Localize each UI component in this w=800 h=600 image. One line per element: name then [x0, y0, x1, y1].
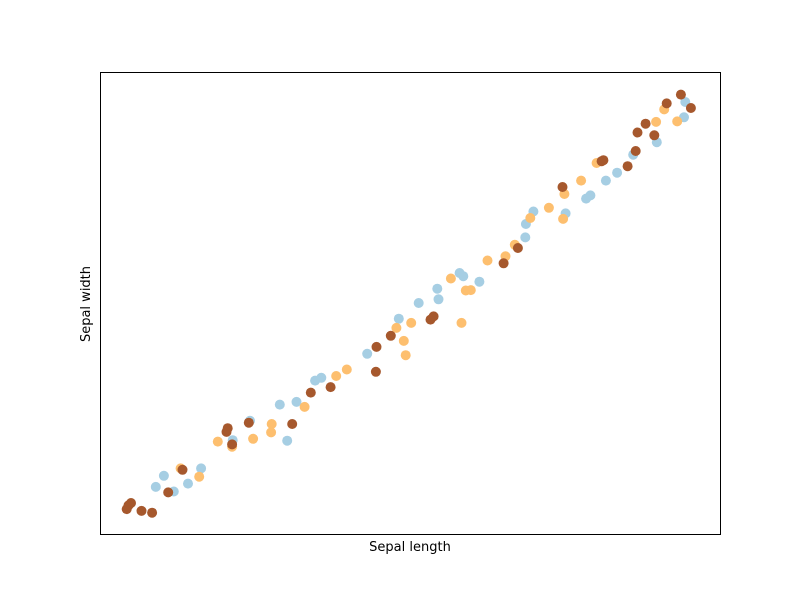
data-point: [543, 202, 554, 213]
data-point: [406, 317, 417, 328]
data-point: [136, 505, 147, 516]
data-point: [212, 436, 223, 447]
data-point: [248, 433, 259, 444]
data-point: [316, 372, 327, 383]
data-point: [598, 155, 609, 166]
data-point: [512, 243, 523, 253]
data-point: [291, 396, 302, 407]
data-point: [675, 89, 686, 100]
data-point: [651, 116, 662, 127]
data-point: [183, 478, 193, 489]
data-point: [362, 348, 373, 359]
data-point: [282, 435, 293, 446]
data-point: [640, 118, 651, 129]
data-point: [465, 285, 476, 296]
data-point: [498, 258, 509, 269]
data-point: [305, 387, 316, 398]
plot-area: [100, 72, 721, 535]
data-point: [227, 439, 238, 450]
data-point: [585, 190, 596, 201]
data-point: [194, 471, 205, 482]
data-point: [400, 350, 411, 361]
data-point: [474, 276, 485, 287]
data-point: [622, 161, 633, 172]
data-point: [685, 103, 696, 113]
data-point: [445, 273, 456, 284]
data-point: [158, 470, 169, 481]
data-point: [557, 182, 568, 192]
data-point: [525, 213, 536, 223]
data-point: [482, 255, 493, 266]
data-point: [266, 427, 277, 438]
data-point: [630, 146, 641, 156]
series-2: [175, 104, 683, 482]
data-point: [391, 322, 402, 333]
data-point: [325, 382, 336, 393]
data-point: [413, 298, 424, 308]
data-point: [371, 341, 382, 352]
data-point: [432, 283, 443, 294]
data-point: [222, 423, 233, 434]
data-point: [163, 487, 174, 498]
data-point: [661, 98, 672, 109]
points-layer: [121, 89, 696, 518]
data-point: [266, 419, 277, 429]
data-point: [649, 130, 660, 141]
data-point: [243, 417, 254, 428]
data-point: [576, 175, 587, 186]
data-point: [274, 399, 285, 410]
data-point: [331, 371, 342, 381]
series-3: [121, 89, 696, 518]
data-point: [456, 317, 467, 328]
data-point: [520, 232, 531, 243]
data-point: [370, 366, 381, 377]
data-point: [393, 313, 404, 324]
data-point: [672, 116, 683, 127]
data-point: [341, 364, 352, 375]
x-axis-label: Sepal length: [369, 540, 451, 555]
data-point: [147, 507, 158, 518]
data-point: [126, 498, 136, 508]
data-point: [612, 167, 623, 178]
data-point: [177, 464, 188, 475]
data-point: [150, 481, 161, 492]
y-axis-label: Sepal width: [79, 266, 94, 342]
data-point: [632, 127, 643, 138]
data-point: [428, 311, 439, 322]
data-point: [458, 271, 469, 282]
data-point: [299, 401, 310, 412]
data-point: [433, 294, 444, 305]
data-point: [558, 213, 569, 224]
data-point: [385, 330, 396, 341]
data-point: [287, 419, 298, 429]
data-point: [398, 335, 409, 346]
data-point: [196, 463, 207, 474]
data-point: [600, 175, 611, 186]
